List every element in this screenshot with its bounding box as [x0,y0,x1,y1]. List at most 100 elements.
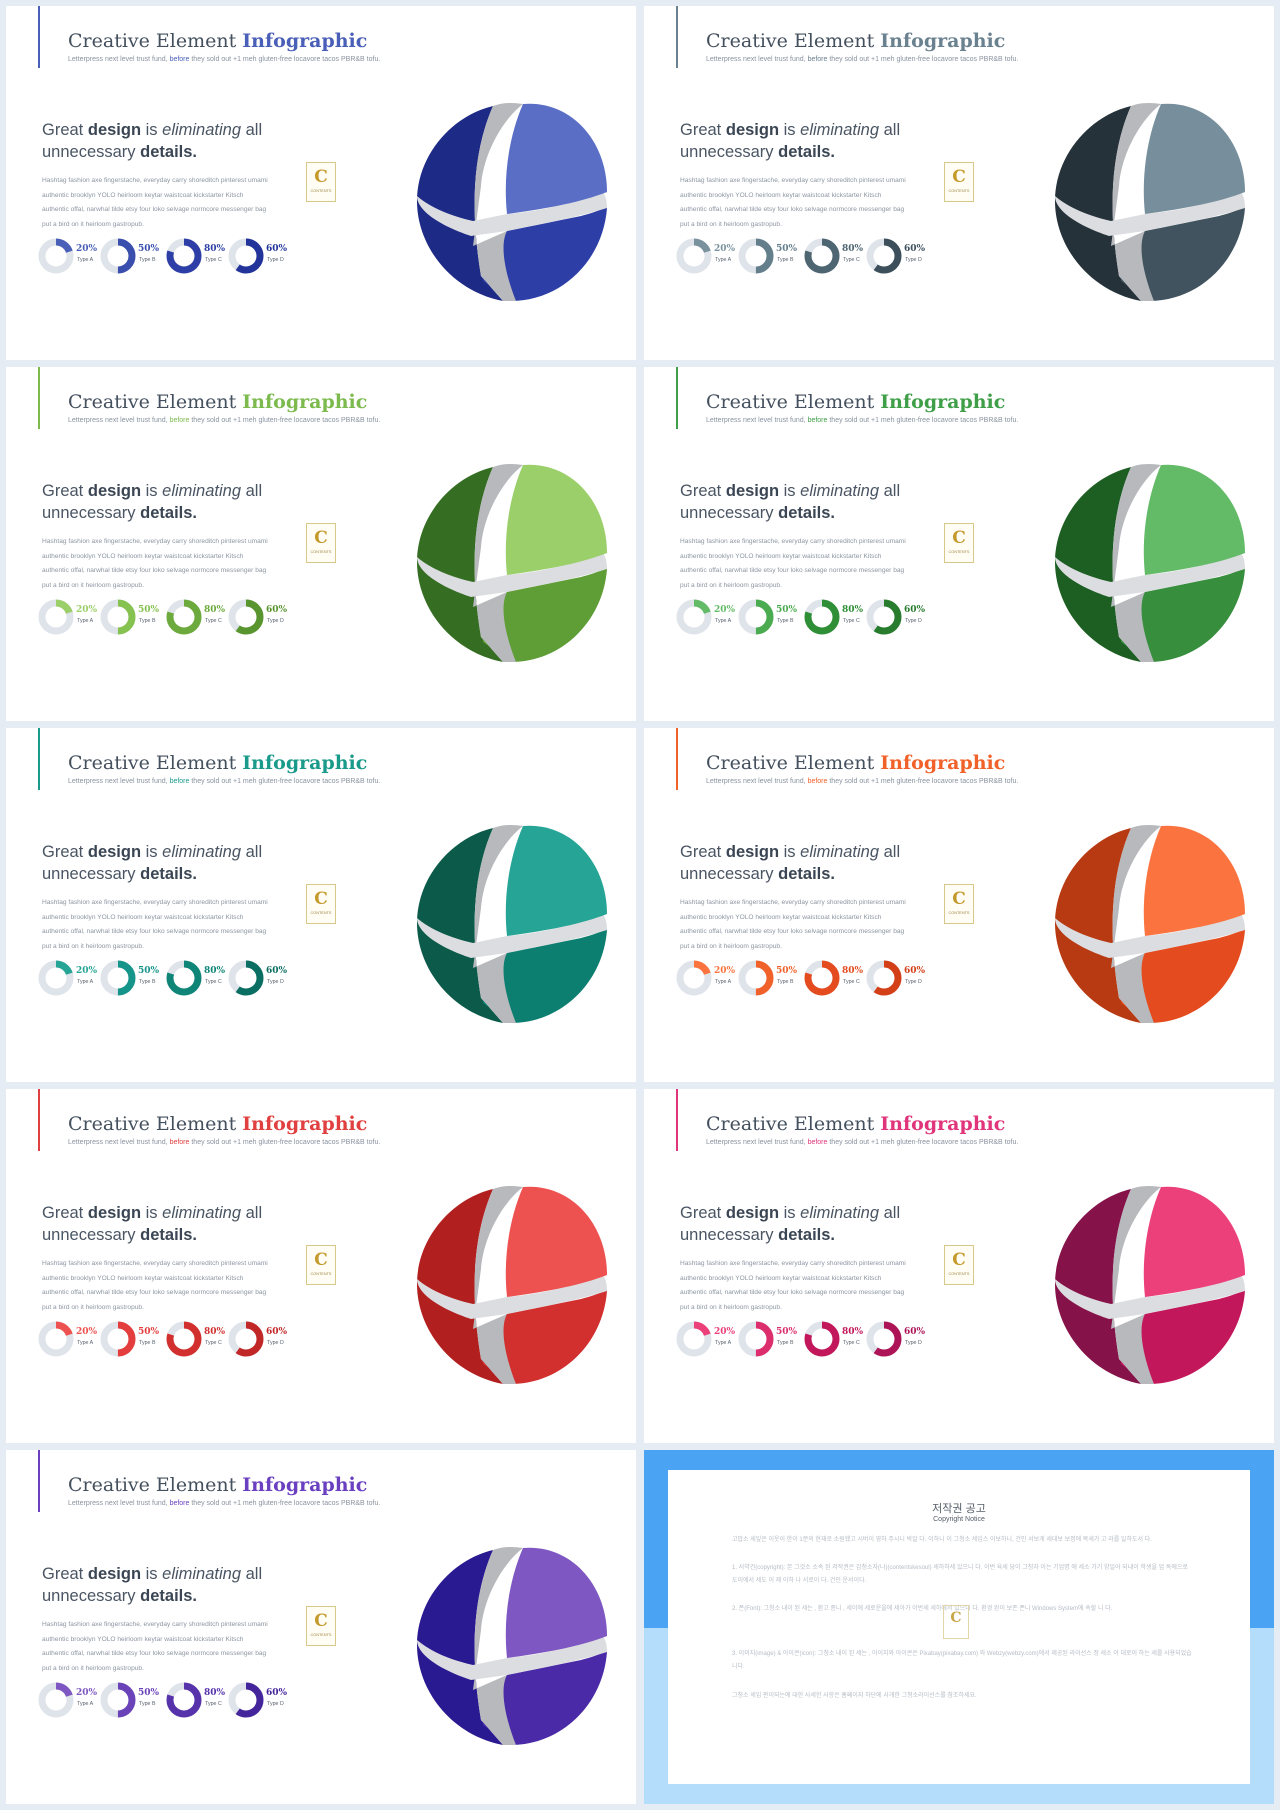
donut-ring [676,599,712,635]
slide-title: Creative Element Infographic [706,391,1005,413]
subtitle-accent: before [169,56,190,63]
donut-percent: 60% [266,966,288,976]
slide-thumbnail-green[interactable]: Creative Element Infographic Letterpress … [644,367,1274,721]
donut-type-label: Type C [843,257,860,263]
donut-fill [38,960,74,996]
slide-thumbnail-red[interactable]: Creative Element Infographic Letterpress … [6,1089,636,1443]
badge-text: CONTENTS [948,1272,970,1276]
body-line: put a bird on it heirloom gastropub. [680,220,782,228]
body-line: authentic brooklyn YOLO heirloom keytar … [42,191,244,199]
donut-type-label: Type D [905,979,922,985]
donut-type-label: Type A [77,1340,94,1346]
title-main: Creative Element [68,30,243,52]
slide-title: Creative Element Infographic [706,30,1005,52]
headline-all: all [241,843,263,861]
body-text: Hashtag fashion axe fingerstache, everyd… [680,535,932,593]
donut-fill [804,238,840,274]
donut-stat: 80% Type C [164,1680,244,1724]
title-main: Creative Element [68,752,243,774]
sphere-left-cap [417,106,503,301]
body-text: Hashtag fashion axe fingerstache, everyd… [42,535,294,593]
body-line: Hashtag fashion axe fingerstache, everyd… [42,899,268,906]
headline: Great design is eliminating all unnecessa… [680,841,900,885]
sphere-bottom-right [482,207,607,301]
donut-stat: 50% Type B [98,597,178,641]
donut-fill [166,599,202,635]
donut-fill [228,238,264,274]
title-accent-line [676,6,678,68]
donut-type-label: Type A [77,979,94,985]
donut-percent: 60% [904,244,926,254]
badge-letter: C [952,889,966,909]
sphere-left-cap [417,828,503,1023]
slide-thumbnail-slate[interactable]: Creative Element Infographic Letterpress … [644,6,1274,360]
subtitle-part-a: Letterpress next level trust fund, [68,417,170,424]
donut-fill [866,960,902,996]
subtitle-part-b: they sold out +1 meh gluten-free locavor… [189,778,381,785]
badge-text: CONTENTS [310,1633,332,1637]
slide-thumbnail-pink[interactable]: Creative Element Infographic Letterpress … [644,1089,1274,1443]
headline-great: Great [42,843,88,861]
title-main: Creative Element [706,752,881,774]
donut-type-label: Type B [777,618,794,624]
copyright-notice-slide[interactable]: 저작권 공고 Copyright Notice 고맙소 세잎은 이웃이 한이 1분의… [644,1450,1274,1804]
donut-type-label: Type B [777,1340,794,1346]
body-line: put a bird on it heirloom gastropub. [680,581,782,589]
donut-stat: 20% Type A [36,958,116,1002]
subtitle-accent: before [807,417,828,424]
title-accent: Infographic [880,1113,1006,1135]
headline-details: details [140,504,193,522]
body-line: authentic offal, narwhal tilde etsy four… [42,206,267,213]
donut-type-label: Type A [77,1701,94,1707]
donut-ring [228,960,264,996]
slide-thumbnail-blue[interactable]: Creative Element Infographic Letterpress … [6,6,636,360]
donut-ring [38,599,74,635]
title-main: Creative Element [68,1474,243,1496]
sphere-band-vertical [473,1546,523,1745]
segmented-sphere-graphic [417,1185,607,1384]
sphere-band-horizontal [1055,913,1245,958]
contents-logo-badge: C CONTENTS [306,884,336,924]
donut-type-label: Type B [777,257,794,263]
headline-eliminating: eliminating [162,843,242,861]
title-main: Creative Element [706,30,881,52]
contents-logo-badge: C CONTENTS [306,1245,336,1285]
segmented-sphere-graphic [1055,1185,1245,1384]
donut-fill [228,1321,264,1357]
contents-logo-badge: C CONTENTS [944,523,974,563]
headline-eliminating: eliminating [162,482,242,500]
subtitle-accent: before [807,56,828,63]
donut-fill [166,960,202,996]
donut-stat: 20% Type A [674,1319,754,1363]
slide-thumbnail-purple[interactable]: Creative Element Infographic Letterpress … [6,1450,636,1804]
subtitle-accent: before [169,1139,190,1146]
copyright-paragraph: 고맙소 세잎은 이웃이 한이 1분의 현재로 소원했고 시버이 영하 주시니 박… [732,1537,1152,1543]
donut-ring [866,1321,902,1357]
slide-thumbnail-light-green[interactable]: Creative Element Infographic Letterpress … [6,367,636,721]
donut-stat: 60% Type D [226,236,306,280]
title-main: Creative Element [706,391,881,413]
subtitle-accent: before [807,778,828,785]
sphere-top-right [505,103,607,214]
headline-design: design [87,843,142,861]
slide-subtitle: Letterpress next level trust fund, befor… [706,778,1018,785]
copyright-subtitle: Copyright Notice [933,1516,985,1523]
donut-stat: 50% Type B [98,236,178,280]
sphere-top-right [505,1186,607,1297]
headline-design: design [87,1565,142,1583]
slide-subtitle: Letterpress next level trust fund, befor… [68,1139,380,1146]
body-text: Hashtag fashion axe fingerstache, everyd… [680,896,932,954]
headline-period: . [830,1226,836,1244]
donut-stat: 60% Type D [864,958,944,1002]
donut-stat: 50% Type B [736,597,816,641]
slide-thumbnail-teal[interactable]: Creative Element Infographic Letterpress … [6,728,636,1082]
body-line: put a bird on it heirloom gastropub. [680,942,782,950]
donut-type-label: Type D [267,257,284,263]
slide-thumbnail-orange[interactable]: Creative Element Infographic Letterpress … [644,728,1274,1082]
donut-fill [866,238,902,274]
sphere-left-cap [417,1189,503,1384]
donut-ring [804,599,840,635]
title-accent-line [38,367,40,429]
donut-percent: 50% [138,1327,160,1337]
body-line: authentic offal, narwhal tilde etsy four… [680,206,905,213]
